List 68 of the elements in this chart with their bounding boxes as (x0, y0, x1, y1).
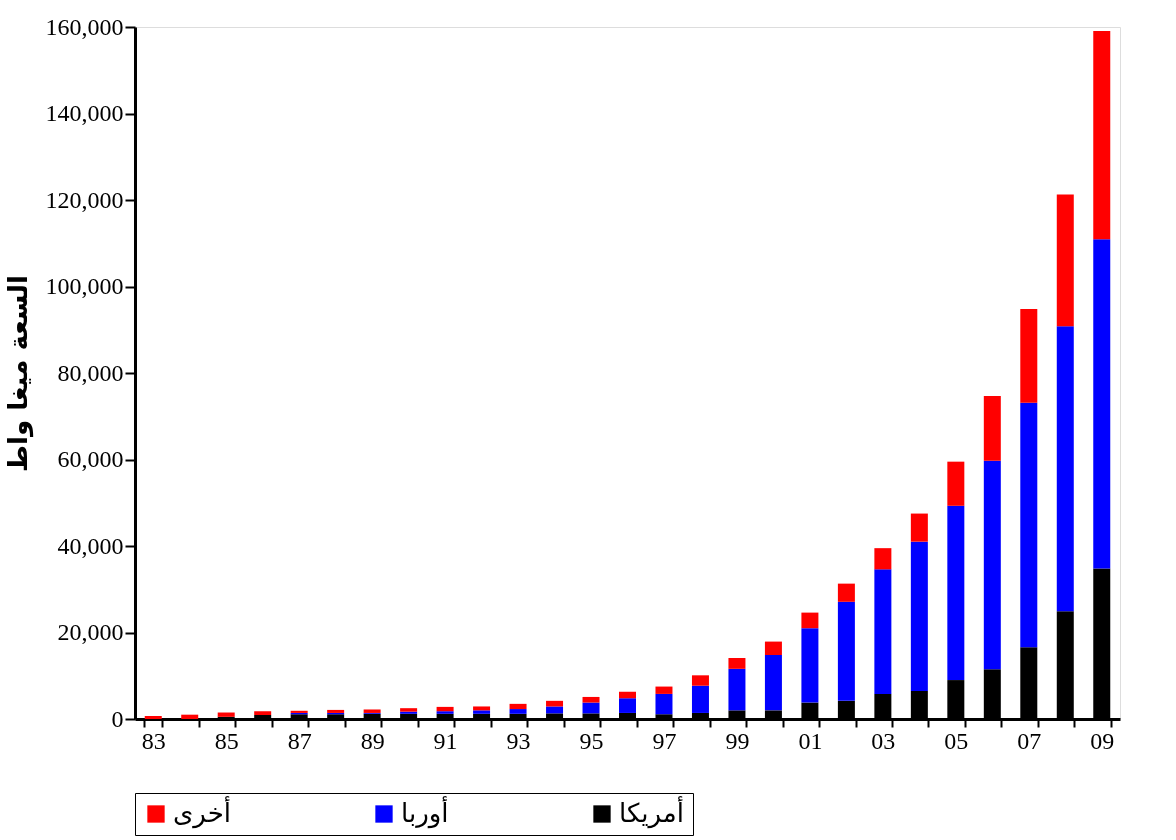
bar (691, 675, 709, 686)
x-tick-label: 93 (506, 727, 531, 754)
bar (509, 709, 527, 714)
legend-label: أمريكا (619, 795, 685, 829)
y-tick-label: 60,000 (57, 446, 124, 472)
y-tick-label: 0 (111, 705, 124, 732)
bar (181, 714, 199, 719)
bar (764, 641, 782, 655)
bar (582, 696, 600, 703)
x-tick-label: 85 (214, 727, 239, 754)
bar (144, 715, 162, 719)
bar (728, 658, 746, 669)
y-tick-label: 40,000 (57, 532, 124, 559)
x-tick-label: 07 (1017, 727, 1042, 754)
x-tick-label: 09 (1090, 727, 1115, 754)
bar (801, 612, 819, 629)
bar (582, 702, 600, 714)
x-tick-label: 95 (579, 727, 604, 754)
y-tick-label: 140,000 (45, 100, 124, 126)
bar (764, 654, 782, 711)
bar (1093, 239, 1111, 569)
bar (910, 513, 928, 542)
bar (1020, 308, 1038, 403)
x-tick-label: 99 (725, 727, 750, 754)
bar (546, 706, 564, 714)
bar (619, 691, 636, 699)
y-axis-title: السعة ميغا واط (2, 275, 34, 472)
bar (837, 583, 855, 602)
x-tick-label: 03 (871, 727, 896, 754)
bar (874, 569, 892, 694)
bar (619, 698, 636, 713)
bar (910, 541, 928, 691)
bar (254, 711, 272, 716)
legend-label: أخرى (173, 795, 231, 829)
y-tick-label: 100,000 (45, 273, 124, 299)
bar (1056, 194, 1074, 327)
legend-label: أوربا (401, 795, 449, 829)
bar (473, 706, 491, 711)
bar (436, 711, 454, 714)
y-tick-label: 160,000 (45, 13, 124, 40)
bar (801, 628, 819, 703)
y-tick-label: 80,000 (57, 359, 124, 386)
bar (837, 601, 855, 701)
bar (1020, 402, 1038, 648)
bar (509, 703, 527, 710)
bar (728, 668, 746, 711)
x-tick-label: 91 (433, 727, 458, 754)
x-tick-label: 89 (360, 727, 385, 754)
bar (983, 460, 1001, 670)
x-tick-label: 05 (944, 727, 969, 754)
bar (874, 548, 892, 570)
y-tick-label: 20,000 (57, 619, 124, 645)
bar (217, 712, 235, 717)
x-tick-label: 83 (141, 727, 166, 754)
bar (436, 706, 454, 712)
x-tick-label: 01 (798, 727, 823, 754)
bar (691, 685, 709, 713)
bar (655, 686, 673, 694)
bar (1056, 326, 1074, 612)
bar (947, 461, 965, 506)
bar (947, 505, 965, 681)
x-tick-label: 87 (287, 727, 312, 754)
bar (983, 395, 1001, 461)
bar (655, 693, 673, 715)
bar (473, 710, 491, 714)
y-tick-label: 120,000 (45, 186, 124, 213)
x-tick-label: 97 (652, 727, 677, 754)
bar (1093, 30, 1111, 240)
